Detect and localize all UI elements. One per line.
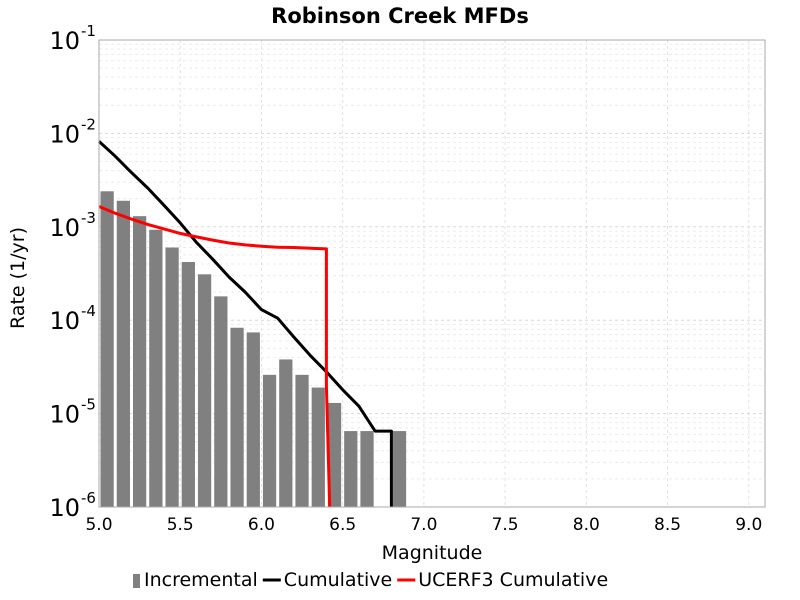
x-tick-label: 7.5 (492, 515, 519, 535)
legend: Incremental Cumulative UCERF3 Cumulative (133, 569, 608, 591)
y-tick-label: 10 -1 (49, 22, 96, 55)
incremental-bar (344, 431, 358, 507)
y-tick-base: 10 (49, 401, 80, 429)
series-line-cumulative (97, 140, 393, 507)
incremental-bar (214, 296, 228, 507)
y-tick-exponent: -4 (81, 302, 96, 320)
y-tick-base: 10 (49, 120, 80, 148)
incremental-bar (165, 247, 179, 507)
y-tick-exponent: -3 (81, 209, 96, 227)
incremental-bar (279, 359, 293, 507)
series-lines (97, 140, 393, 508)
y-tick-label: 10 -4 (49, 302, 96, 335)
incremental-bar (295, 374, 309, 507)
incremental-bar (181, 261, 195, 507)
incremental-bar (246, 332, 260, 507)
legend-label: Incremental (144, 569, 258, 591)
x-tick-label: 8.0 (573, 515, 600, 535)
incremental-bar (230, 327, 244, 507)
incremental-bar (327, 402, 342, 507)
incremental-bar (149, 229, 163, 507)
y-tick-exponent: -6 (81, 489, 96, 507)
x-axis-ticks: 5.0 5.5 6.0 6.5 7.0 7.5 8.0 8.5 9.0 (85, 515, 762, 535)
incremental-bar (262, 374, 277, 507)
plot-frame (98, 39, 766, 508)
x-tick-label: 6.5 (329, 515, 356, 535)
y-tick-label: 10 -2 (49, 115, 96, 148)
incremental-bar (100, 191, 114, 507)
y-tick-label: 10 -6 (49, 489, 96, 522)
incremental-bar (360, 431, 374, 507)
incremental-bar (392, 431, 407, 507)
y-tick-label: 10 -5 (49, 396, 96, 429)
x-tick-label: 6.0 (248, 515, 275, 535)
legend-label: Cumulative (284, 569, 392, 591)
chart-title: Robinson Creek MFDs (271, 4, 529, 28)
y-tick-base: 10 (49, 307, 80, 335)
y-axis-label: Rate (1/yr) (7, 227, 29, 329)
incremental-bar (197, 274, 212, 507)
x-axis-label: Magnitude (382, 542, 483, 564)
x-tick-label: 5.0 (85, 515, 112, 535)
incremental-bar (132, 216, 147, 507)
y-tick-exponent: -1 (81, 22, 96, 40)
legend-swatch-incremental (133, 574, 140, 588)
y-tick-base: 10 (49, 27, 80, 55)
x-tick-label: 8.5 (654, 515, 681, 535)
incremental-bar (116, 200, 130, 508)
y-tick-base: 10 (49, 494, 80, 522)
incremental-bars (100, 191, 407, 508)
y-tick-label: 10 -3 (49, 209, 96, 242)
legend-label: UCERF3 Cumulative (418, 569, 608, 591)
x-tick-label: 9.0 (735, 515, 762, 535)
x-tick-label: 7.0 (410, 515, 437, 535)
incremental-bar (311, 387, 325, 507)
y-tick-exponent: -5 (81, 396, 96, 414)
y-tick-base: 10 (49, 214, 80, 242)
y-tick-exponent: -2 (81, 115, 96, 133)
y-axis-ticks: 10-610-510-410-310-210-1 (49, 22, 96, 522)
series-line-ucerf3-cumulative (98, 205, 332, 508)
x-tick-label: 5.5 (167, 515, 194, 535)
